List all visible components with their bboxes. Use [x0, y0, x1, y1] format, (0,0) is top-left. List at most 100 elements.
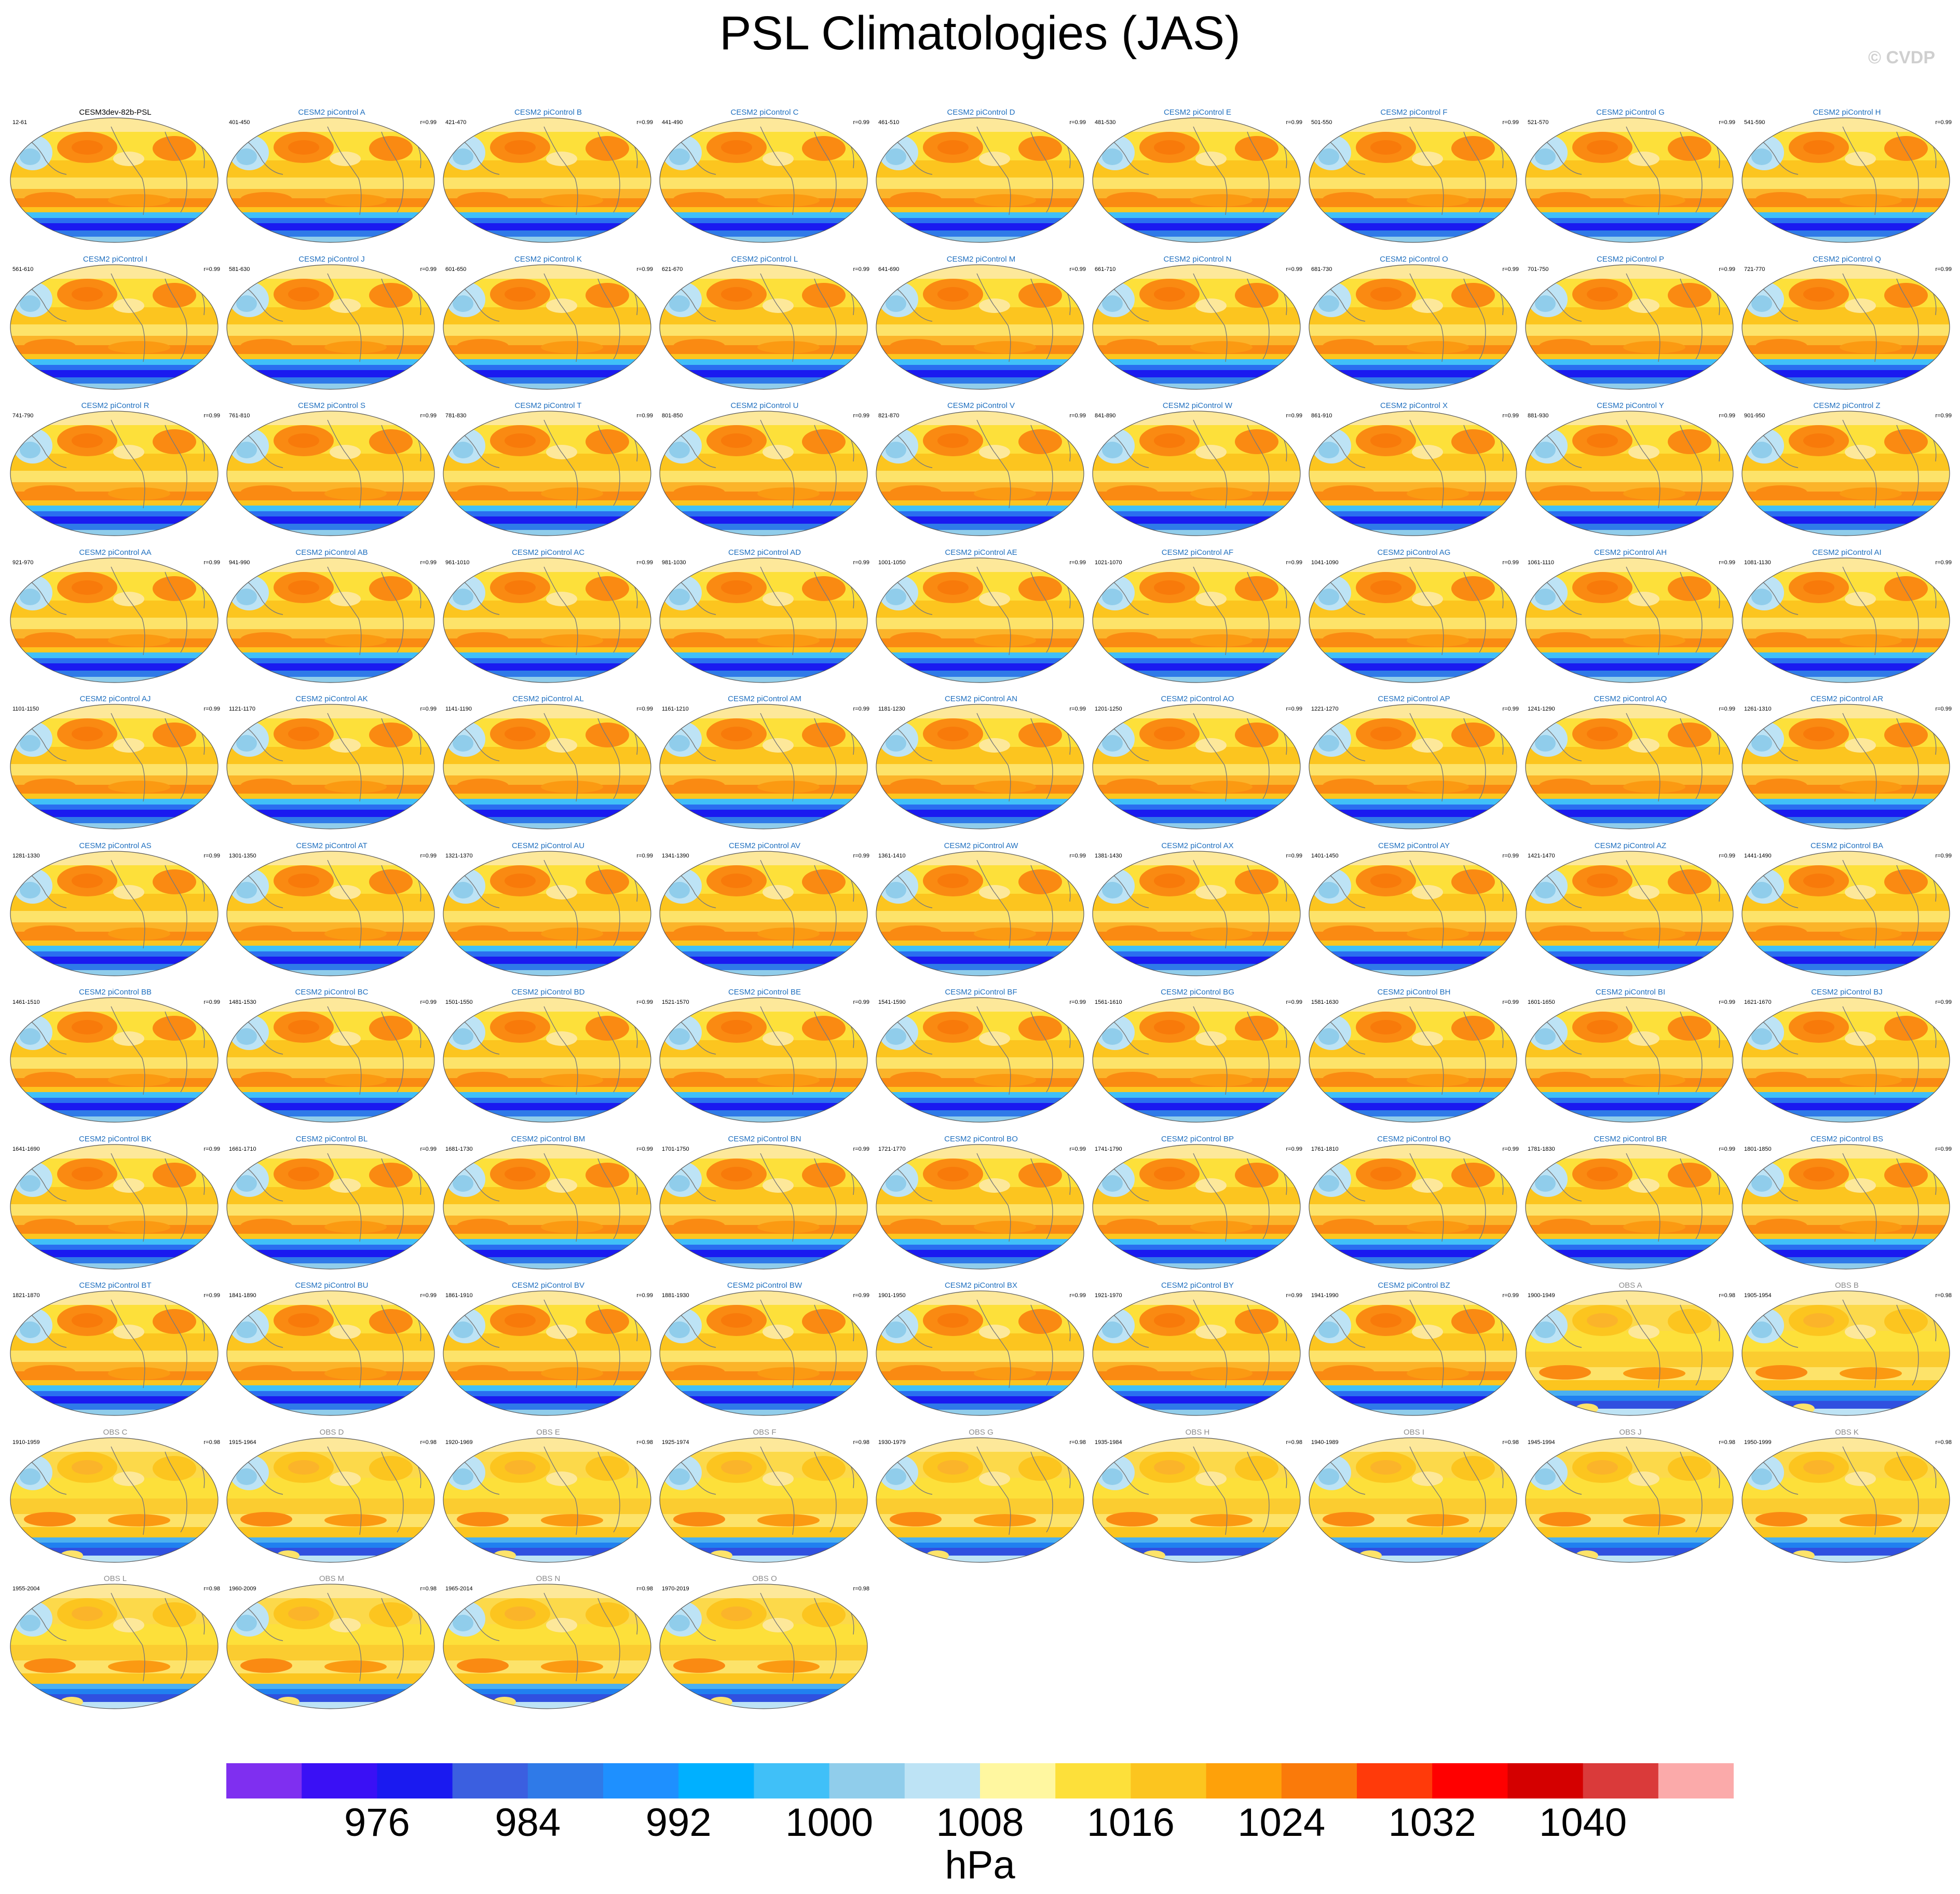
climatology-panel: CESM2 piControl U 801-850 r=0.99 [658, 401, 872, 541]
panel-correlation: r=0.99 [1719, 119, 1736, 126]
climatology-panel: CESM2 piControl BH 1581-1630 r=0.99 [1307, 988, 1521, 1128]
panel-title: CESM2 piControl G [1596, 108, 1665, 117]
climatology-panel: CESM2 piControl Z 901-950 r=0.99 [1740, 401, 1954, 541]
psl-map [10, 997, 219, 1123]
panel-title: OBS F [753, 1427, 777, 1437]
panel-years: 1441-1490 [1744, 852, 1772, 859]
psl-map [443, 1290, 651, 1416]
panel-title: CESM2 piControl H [1813, 108, 1881, 117]
climatology-panel: CESM2 piControl C 441-490 r=0.99 [658, 108, 872, 248]
climatology-panel: CESM2 piControl AE 1001-1050 r=0.99 [874, 548, 1088, 688]
panel-years: 1701-1750 [662, 1146, 689, 1152]
panel-title: OBS H [1185, 1427, 1210, 1437]
panel-correlation: r=0.99 [1069, 119, 1086, 126]
panel-correlation: r=0.99 [636, 119, 654, 126]
panel-title: CESM2 piControl AN [944, 694, 1018, 703]
panel-correlation: r=0.98 [1502, 1439, 1519, 1446]
climatology-panel: CESM2 piControl BB 1461-1510 r=0.99 [8, 988, 222, 1128]
panel-correlation: r=0.99 [853, 706, 870, 712]
panel-years: 701-750 [1528, 266, 1549, 272]
psl-map [1092, 117, 1301, 243]
panel-correlation: r=0.99 [1069, 706, 1086, 712]
panel-title: CESM2 piControl E [1163, 108, 1232, 117]
panel-correlation: r=0.99 [853, 559, 870, 566]
psl-map [1525, 117, 1734, 243]
psl-map [10, 264, 219, 390]
panel-years: 1021-1070 [1095, 559, 1122, 566]
psl-map [443, 850, 651, 976]
psl-map [1092, 264, 1301, 390]
climatology-panel: CESM2 piControl M 641-690 r=0.99 [874, 255, 1088, 395]
colorbar-tick-label: 984 [495, 1801, 561, 1845]
panel-title: CESM2 piControl Z [1813, 401, 1881, 410]
psl-map [443, 117, 651, 243]
climatology-panel: CESM2 piControl L 621-670 r=0.99 [658, 255, 872, 395]
psl-map [1309, 997, 1517, 1123]
panel-title: CESM2 piControl AK [295, 694, 368, 703]
panel-years: 12-61 [12, 119, 28, 126]
panel-title: OBS D [319, 1427, 344, 1437]
panel-years: 1401-1450 [1311, 852, 1339, 859]
panel-title: CESM2 piControl W [1162, 401, 1233, 410]
panel-correlation: r=0.99 [1502, 706, 1519, 712]
psl-map [659, 117, 868, 243]
climatology-panel: CESM2 piControl W 841-890 r=0.99 [1091, 401, 1304, 541]
panel-correlation: r=0.99 [1719, 852, 1736, 859]
panel-title: CESM2 piControl N [1163, 254, 1232, 264]
climatology-panel: CESM2 piControl AS 1281-1330 r=0.99 [8, 841, 222, 982]
psl-map [1741, 411, 1950, 536]
psl-map [10, 1290, 219, 1416]
climatology-panel: OBS N 1965-2014 r=0.98 [441, 1574, 655, 1714]
panel-correlation: r=0.99 [1935, 1146, 1952, 1152]
climatology-panel: CESM2 piControl AT 1301-1350 r=0.99 [225, 841, 439, 982]
panel-years: 1461-1510 [12, 999, 40, 1005]
panel-title: CESM2 piControl BZ [1378, 1281, 1450, 1290]
colorbar-swatch [980, 1763, 1056, 1798]
panel-title: OBS J [1619, 1427, 1642, 1437]
colorbar-tick-label: 1000 [785, 1801, 874, 1845]
panel-years: 1101-1150 [12, 706, 39, 712]
colorbar-swatch [678, 1763, 754, 1798]
psl-map [659, 850, 868, 976]
panel-correlation: r=0.99 [1069, 852, 1086, 859]
psl-map [1525, 411, 1734, 536]
climatology-panel: OBS K 1950-1999 r=0.98 [1740, 1428, 1954, 1568]
colorbar-tick-label: 1008 [936, 1801, 1024, 1845]
panel-correlation: r=0.99 [420, 999, 437, 1005]
panel-title: CESM2 piControl BO [944, 1134, 1018, 1143]
climatology-panel: CESM2 piControl AA 921-970 r=0.99 [8, 548, 222, 688]
panel-years: 1741-1790 [1095, 1146, 1122, 1152]
climatology-panel: OBS D 1915-1964 r=0.98 [225, 1428, 439, 1568]
colorbar-swatch [1507, 1763, 1584, 1798]
panel-years: 1901-1950 [878, 1292, 906, 1299]
climatology-panel: CESM2 piControl N 661-710 r=0.99 [1091, 255, 1304, 395]
psl-map [10, 411, 219, 536]
psl-map [1309, 411, 1517, 536]
psl-map [10, 1143, 219, 1270]
panel-title: CESM2 piControl BQ [1377, 1134, 1451, 1143]
psl-map [876, 1437, 1084, 1563]
psl-map [1741, 264, 1950, 390]
panel-correlation: r=0.98 [1935, 1292, 1952, 1299]
panel-title: CESM2 piControl AQ [1594, 694, 1667, 703]
panel-years: 1915-1964 [229, 1439, 256, 1446]
climatology-panel: CESM2 piControl BM 1681-1730 r=0.99 [441, 1135, 655, 1275]
climatology-panel: CESM2 piControl BR 1781-1830 r=0.99 [1523, 1135, 1737, 1275]
panel-years: 861-910 [1311, 413, 1332, 419]
panel-years: 1321-1370 [445, 852, 473, 859]
psl-map [659, 1290, 868, 1416]
panel-years: 1940-1989 [1311, 1439, 1339, 1446]
psl-map [10, 704, 219, 829]
colorbar-swatch [1281, 1763, 1357, 1798]
panel-years: 401-450 [229, 119, 250, 126]
psl-map [876, 704, 1084, 829]
panel-correlation: r=0.99 [203, 1146, 221, 1152]
psl-map [1741, 557, 1950, 683]
colorbar-tick-label: 1032 [1388, 1801, 1476, 1845]
panel-title: CESM3dev-82b-PSL [79, 108, 152, 117]
panel-years: 1381-1430 [1095, 852, 1122, 859]
climatology-panel: CESM2 piControl AB 941-990 r=0.99 [225, 548, 439, 688]
psl-map [1309, 1437, 1517, 1563]
psl-map [226, 1143, 435, 1270]
panel-correlation: r=0.99 [1069, 999, 1086, 1005]
